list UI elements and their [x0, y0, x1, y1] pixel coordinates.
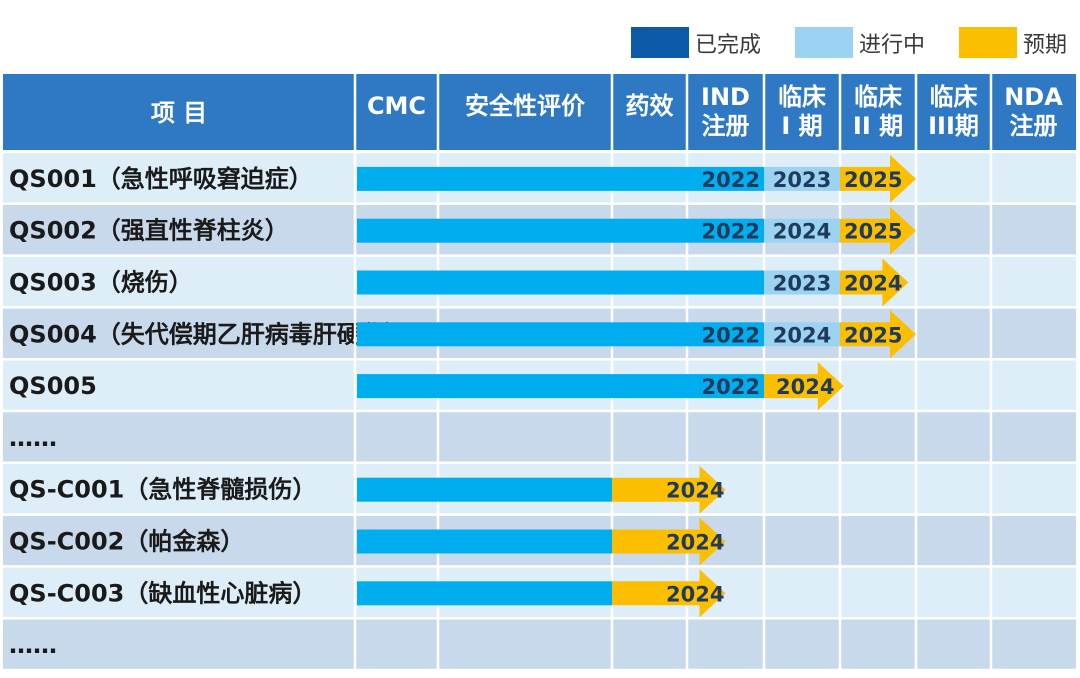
- bar-label-in-progress: 2023: [773, 272, 831, 296]
- row-ellipsis: ……: [9, 631, 57, 659]
- header-row: [3, 74, 1076, 150]
- header-stage-line: 注册: [702, 112, 750, 140]
- row-label: QS-C003（缺血性心脏病）: [9, 579, 316, 607]
- legend-label-1: 进行中: [859, 33, 925, 58]
- bar-completed: [357, 477, 612, 502]
- bar-expected-arrow: [612, 569, 726, 618]
- bar-label-completed: 2022: [702, 375, 760, 399]
- row-label: QS001（急性呼吸窘迫症）: [9, 165, 313, 193]
- bar-completed: [357, 581, 612, 606]
- bar-completed: [357, 529, 612, 554]
- bar-label-completed: 2022: [702, 168, 760, 192]
- bar-group: 2022 2024: [357, 362, 844, 411]
- row-label: QS005: [9, 372, 97, 400]
- header-stage-efficacy: 药效: [626, 92, 674, 120]
- bar-expected-arrow: [612, 465, 726, 514]
- header-stage-safety: 安全性评价: [465, 92, 586, 120]
- progress-bars: 2022 2023 2025 2022 2024 2025 2023 2024 2022 2024…: [357, 154, 916, 618]
- header-stage-line: 临床: [854, 83, 902, 111]
- header-stage-phase1: 临床I 期: [778, 83, 826, 140]
- bar-group: 2024: [357, 569, 726, 618]
- bar-label-completed: 2022: [702, 220, 760, 244]
- bar-expected-arrow: [612, 517, 726, 566]
- row-label: QS004（失代偿期乙肝病毒肝硬化）: [9, 320, 409, 348]
- bar-group: 2024: [357, 517, 726, 566]
- table-row: [3, 411, 1076, 463]
- header-stage-line: IND: [701, 83, 750, 111]
- row-ellipsis: ……: [9, 424, 57, 452]
- bar-expected-arrow: [764, 362, 844, 411]
- header-stage-line: 临床: [778, 83, 826, 111]
- bar-in-progress: [764, 218, 840, 243]
- header-stage-line: III期: [928, 112, 979, 140]
- bar-expected-arrow: [840, 258, 909, 307]
- bar-expected-arrow: [840, 310, 916, 359]
- bar-completed: [357, 166, 764, 191]
- header-stage-line: NDA: [1004, 83, 1063, 111]
- bar-completed: [357, 374, 764, 399]
- bar-group: 2023 2024: [357, 258, 909, 307]
- bar-label-expected: 2025: [844, 168, 902, 192]
- legend-label-0: 已完成: [695, 33, 761, 58]
- bar-in-progress: [764, 166, 840, 191]
- bar-group: 2024: [357, 465, 726, 514]
- bar-label-expected: 2024: [844, 272, 902, 296]
- bar-group: 2022 2024 2025: [357, 206, 916, 255]
- row-label: QS-C001（急性脊髓损伤）: [9, 476, 316, 504]
- bar-label-in-progress: 2024: [773, 220, 831, 244]
- header-project: 项 目: [151, 99, 207, 127]
- header-stage-line: I 期: [781, 112, 822, 140]
- legend-swatch-2: [959, 27, 1017, 58]
- bar-label-expected: 2024: [666, 479, 724, 503]
- table-row: [3, 618, 1076, 670]
- bar-expected-arrow: [840, 206, 916, 255]
- header-stage-line: 注册: [1010, 112, 1058, 140]
- bar-label-expected: 2025: [844, 323, 902, 347]
- bar-completed: [357, 322, 764, 347]
- row-label: QS-C002（帕金森）: [9, 528, 244, 556]
- bar-in-progress: [764, 322, 840, 347]
- bar-label-expected: 2025: [844, 220, 902, 244]
- bar-completed: [357, 270, 764, 295]
- bar-label-expected: 2024: [666, 531, 724, 555]
- bar-label-completed: 2022: [702, 323, 760, 347]
- header-stage-cmc: CMC: [367, 92, 426, 120]
- bar-completed: [357, 218, 764, 243]
- legend-swatch-1: [795, 27, 853, 58]
- bar-expected-arrow: [840, 154, 916, 203]
- legend-swatch-0: [631, 27, 689, 58]
- legend-label-2: 预期: [1023, 33, 1067, 58]
- row-label: QS002（强直性脊柱炎）: [9, 217, 289, 245]
- bar-label-expected: 2024: [776, 375, 834, 399]
- bar-label-in-progress: 2023: [773, 168, 831, 192]
- header-stage-line: II 期: [853, 112, 903, 140]
- bar-group: 2022 2023 2025: [357, 154, 916, 203]
- row-label: QS003（烧伤）: [9, 269, 193, 297]
- bar-label-in-progress: 2024: [773, 323, 831, 347]
- bar-label-expected: 2024: [666, 582, 724, 606]
- bar-in-progress: [764, 270, 840, 295]
- bar-group: 2022 2024 2025: [357, 310, 916, 359]
- legend: 已完成 进行中 预期: [631, 27, 1067, 58]
- header-stage-line: 临床: [930, 83, 978, 111]
